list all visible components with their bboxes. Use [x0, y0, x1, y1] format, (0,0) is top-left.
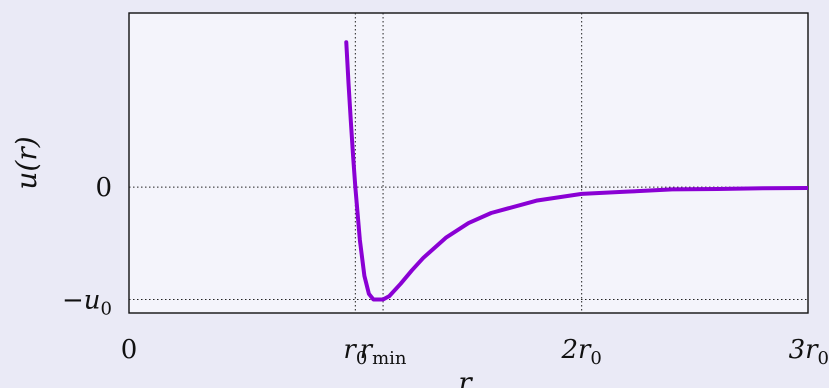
x-tick-label-subscript: 0 [590, 348, 601, 369]
y-tick-label-subscript: 0 [101, 299, 112, 320]
x-tick-label: 0 [121, 335, 138, 365]
x-tick-label-main: 2r [560, 335, 592, 365]
x-tick-label: r0 [343, 335, 367, 369]
plot-frame [128, 12, 809, 314]
potential-curve [344, 40, 808, 302]
x-tick-label: 3r0 [789, 335, 829, 369]
x-axis-title: r [458, 366, 473, 388]
y-tick-labels: 0−u0 [62, 173, 112, 319]
x-tick-label-subscript: 0 [356, 348, 367, 369]
x-tick-label: 2r0 [560, 335, 601, 369]
x-tick-label-main: 3r [789, 335, 820, 365]
x-tick-label-subscript: min [372, 348, 407, 369]
y-tick-label-main: −u [62, 286, 101, 316]
grid-lines [129, 13, 808, 313]
x-tick-label-main: r [343, 335, 357, 365]
x-tick-label: rmin [360, 335, 407, 369]
x-tick-label-main: r [360, 335, 374, 365]
x-tick-label-subscript: 0 [818, 348, 829, 369]
x-tick-label-main: 0 [121, 335, 138, 365]
y-axis-title: u(r) [10, 136, 43, 189]
y-tick-label-main: 0 [95, 173, 112, 203]
y-tick-label: −u0 [62, 286, 112, 320]
y-tick-label: 0 [95, 173, 112, 203]
series-group [344, 40, 808, 302]
